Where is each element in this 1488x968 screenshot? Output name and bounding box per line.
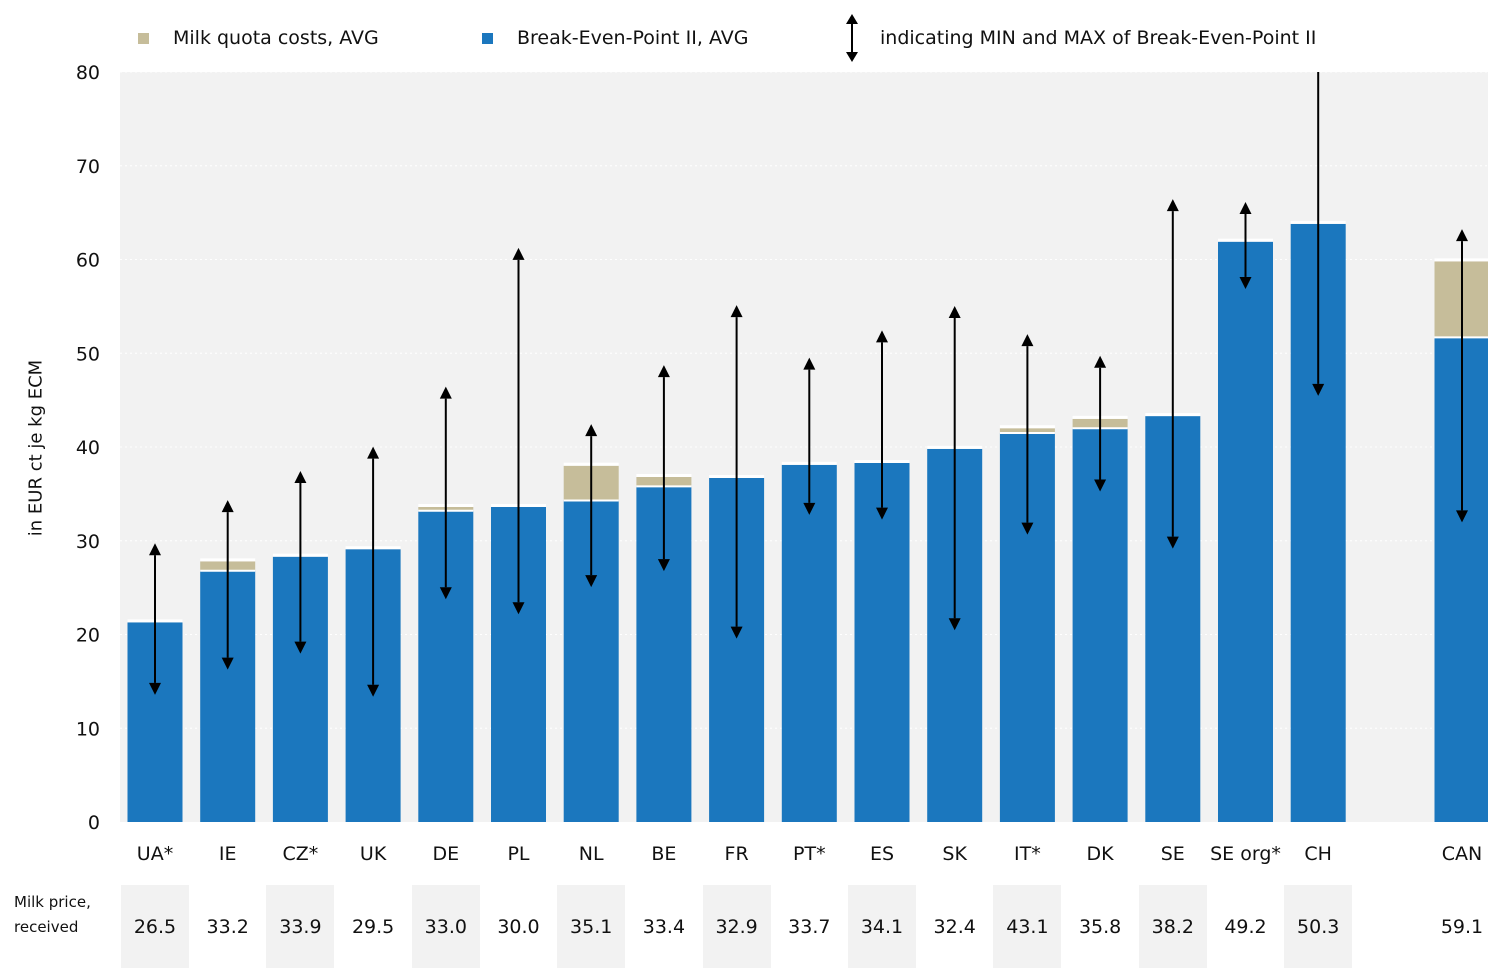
range-max-arrow	[1239, 201, 1252, 214]
min-max-arrows	[149, 72, 1468, 697]
range-min-arrow	[1166, 536, 1179, 549]
y-tick-label: 60	[76, 250, 100, 272]
range-min-arrow	[803, 502, 816, 515]
range-max-arrow	[294, 471, 307, 483]
range-min-arrow	[221, 657, 234, 670]
bep-swatch	[482, 32, 493, 44]
range-min-arrow	[294, 641, 307, 654]
milk-price-cell: 38.2	[1138, 885, 1207, 968]
x-tick-label: DE	[432, 843, 459, 865]
x-axis: UA* IE CZ* UK DE PL NL BE FR PT* ES SK IT* DK SE SE org…	[137, 843, 1482, 865]
milk-price-cell: 30.0	[497, 915, 540, 938]
bar-bep	[781, 464, 837, 822]
x-tick-label: CAN	[1442, 843, 1482, 865]
milk-price-cell: 29.5	[351, 915, 395, 938]
range-max-arrow	[221, 500, 234, 513]
x-tick-label: ES	[870, 843, 894, 865]
x-tick-label: NL	[579, 843, 604, 865]
range-max-arrow	[1166, 199, 1179, 212]
milk-price-cell: 32.9	[702, 885, 771, 968]
range-max-arrow	[1094, 355, 1107, 368]
range-max-arrow	[876, 330, 888, 343]
x-tick-label: IE	[219, 843, 237, 865]
x-tick-label: PT*	[793, 843, 826, 865]
range-min-arrow	[876, 507, 888, 520]
milk-price-cell: 33.2	[206, 915, 249, 938]
quota-swatch	[138, 32, 149, 44]
range-max-arrow	[657, 365, 670, 378]
range-min-arrow	[149, 682, 161, 695]
milk-price-cell: 35.1	[557, 885, 626, 968]
bar-bep	[1218, 241, 1273, 822]
milk-price-cell: 33.0	[411, 885, 480, 968]
milk-price-cell: 32.4	[933, 915, 976, 938]
double-arrow-icon	[846, 14, 858, 62]
milk-price-cell: 34.1	[848, 885, 916, 968]
milk-price-cell: 33.9	[266, 885, 335, 968]
x-tick-label: FR	[725, 843, 749, 865]
y-axis-title: in EUR ct je kg ECM	[25, 359, 47, 537]
range-max-arrow	[803, 357, 816, 370]
x-tick-label: BE	[651, 843, 676, 865]
range-min-arrow	[657, 559, 670, 572]
range-min-arrow	[1094, 479, 1107, 492]
milk-price-cell: 33.7	[788, 915, 831, 938]
legend-range: indicating MIN and MAX of Break-Even-Poi…	[840, 14, 1317, 62]
x-tick-label: CH	[1304, 843, 1332, 865]
x-tick-label: DK	[1087, 843, 1115, 865]
range-min-arrow	[367, 684, 380, 697]
milk-price-cell: 33.4	[642, 915, 686, 938]
milk-price-cell: 35.8	[1078, 915, 1122, 938]
range-max-arrow	[1021, 334, 1034, 347]
x-tick-label: SE org*	[1210, 843, 1281, 865]
range-max-arrow	[730, 305, 743, 318]
bar-bep	[854, 462, 910, 822]
y-tick-label: 40	[76, 437, 100, 459]
x-tick-label: SK	[942, 843, 967, 865]
bar-bep	[1072, 428, 1128, 822]
range-min-arrow	[1456, 510, 1468, 523]
legend-bep: Break-Even-Point II, AVG	[482, 22, 748, 54]
range-max-arrow	[512, 247, 525, 260]
milk-price-cell: 43.1	[993, 885, 1062, 968]
milk-price-cell: 50.3	[1284, 885, 1353, 968]
y-tick-label: 50	[76, 343, 100, 365]
range-min-arrow	[1312, 383, 1325, 396]
x-tick-label: PL	[507, 843, 529, 865]
range-max-arrow	[367, 446, 380, 459]
range-min-arrow	[730, 626, 743, 639]
y-tick-label: 0	[88, 812, 100, 834]
milk-price-cell: 59.1	[1440, 915, 1484, 938]
range-min-arrow	[585, 575, 598, 588]
legend-quota-label: Milk quota costs, AVG	[173, 27, 379, 49]
y-tick-label: 30	[76, 531, 100, 553]
range-min-arrow	[512, 602, 525, 615]
x-tick-label: IT*	[1014, 843, 1041, 865]
range-max-arrow	[948, 306, 961, 318]
milk-price-label: Milk price, received	[14, 893, 91, 936]
legend-range-label: indicating MIN and MAX of Break-Even-Poi…	[880, 27, 1317, 49]
range-max-arrow	[1456, 229, 1468, 242]
range-max-arrow	[149, 543, 161, 556]
y-tick-label: 10	[76, 718, 100, 740]
x-tick-label: SE	[1161, 843, 1185, 865]
range-min-arrow	[948, 618, 961, 631]
bar-chart: 0 10 20 30 40 50 60 70 80 UA* IE CZ* UK DE PL NL BE FR PT…	[76, 62, 1488, 865]
y-axis: 0 10 20 30 40 50 60 70 80	[76, 62, 100, 834]
y-tick-label: 80	[76, 62, 100, 84]
y-tick-label: 70	[76, 156, 100, 178]
legend-quota: Milk quota costs, AVG	[138, 22, 379, 54]
range-min-arrow	[439, 587, 452, 600]
range-min-arrow	[1021, 522, 1034, 535]
range-min-arrow	[1239, 276, 1252, 289]
range-max-arrow	[585, 424, 598, 437]
milk-price-cell: 26.5	[121, 885, 189, 968]
x-tick-label: CZ*	[283, 843, 319, 865]
range-max-arrow	[439, 386, 452, 399]
milk-price-cell: 49.2	[1224, 915, 1267, 938]
y-tick-label: 20	[76, 625, 100, 647]
x-tick-label: UK	[360, 843, 387, 865]
x-tick-label: UA*	[137, 843, 173, 865]
legend-bep-label: Break-Even-Point II, AVG	[517, 27, 749, 49]
